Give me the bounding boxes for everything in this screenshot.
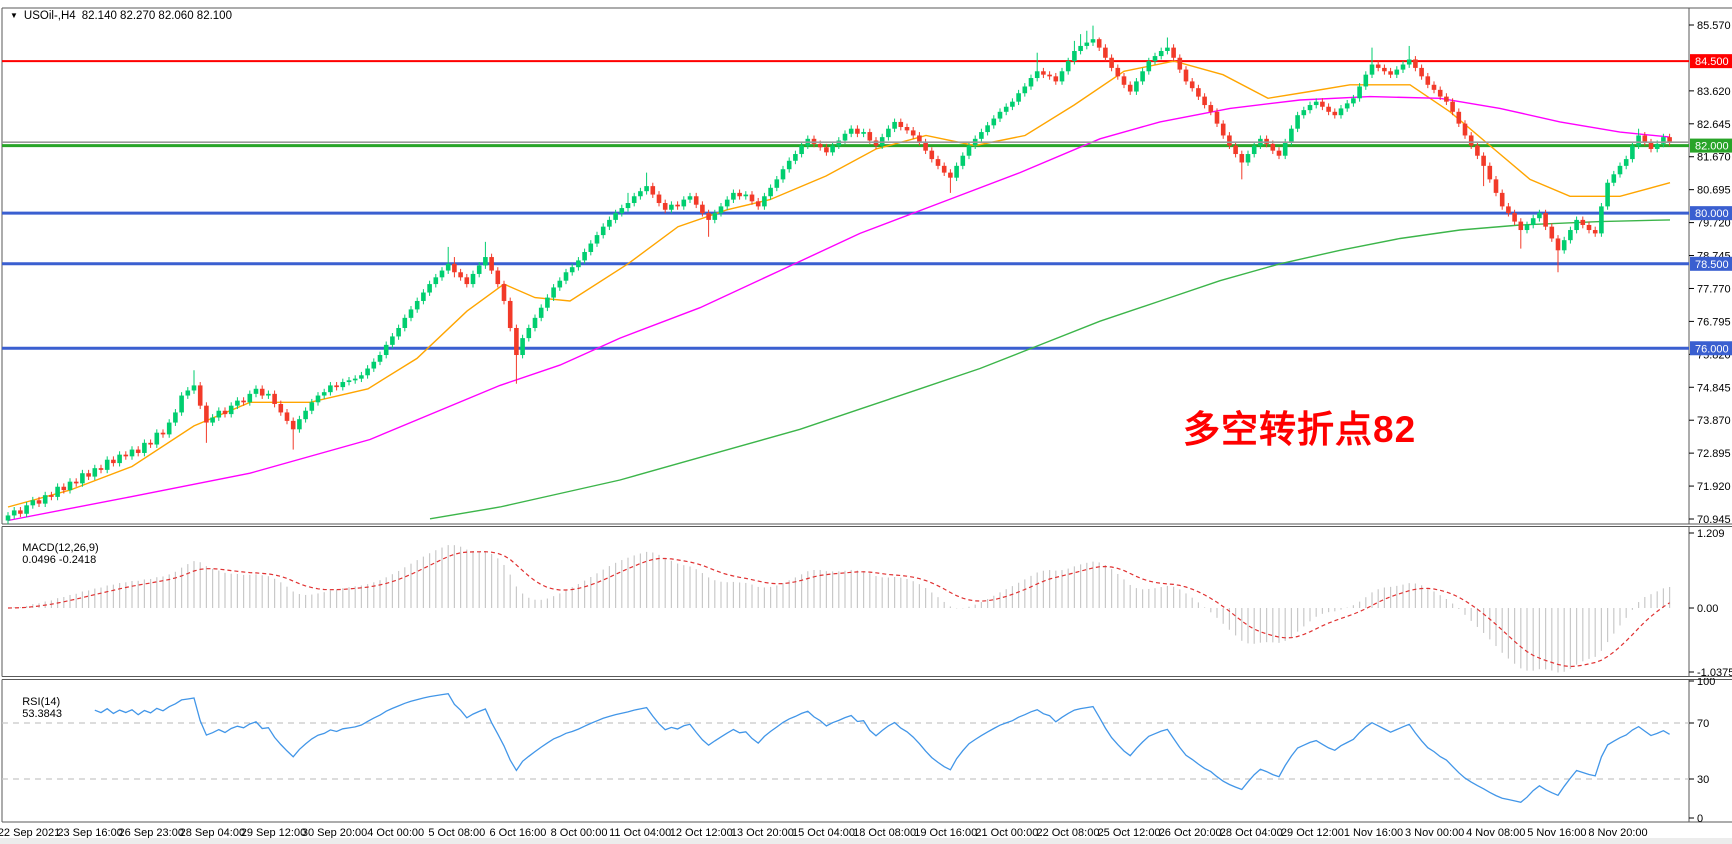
svg-text:80.000: 80.000 [1695,208,1729,220]
svg-text:82.645: 82.645 [1697,119,1731,131]
symbol-dropdown-icon[interactable]: ▼ [10,11,18,20]
svg-text:25 Oct 12:00: 25 Oct 12:00 [1098,827,1161,839]
svg-text:19 Oct 16:00: 19 Oct 16:00 [914,827,977,839]
svg-text:30 Sep 20:00: 30 Sep 20:00 [302,827,367,839]
svg-text:83.620: 83.620 [1697,86,1731,98]
svg-text:78.500: 78.500 [1695,259,1729,271]
ohlc-quote-label: 82.140 82.270 82.060 82.100 [81,10,232,22]
svg-text:74.845: 74.845 [1697,382,1731,394]
window-bottom-strip [0,838,1732,844]
svg-text:4 Oct 00:00: 4 Oct 00:00 [367,827,424,839]
svg-text:28 Oct 04:00: 28 Oct 04:00 [1220,827,1283,839]
svg-text:81.670: 81.670 [1697,152,1731,164]
svg-text:80.695: 80.695 [1697,185,1731,197]
rsi-indicator-label: RSI(14) 53.3843 [10,684,62,732]
macd-name: MACD(12,26,9) [22,542,99,554]
svg-text:84.500: 84.500 [1695,56,1729,68]
svg-text:6 Oct 16:00: 6 Oct 16:00 [489,827,546,839]
svg-text:76.795: 76.795 [1697,316,1731,328]
macd-indicator-canvas[interactable]: 1.209 0.00 -1.0375 [0,525,1732,678]
svg-text:23 Sep 16:00: 23 Sep 16:00 [57,827,122,839]
macd-values: 0.0496 -0.2418 [22,554,97,566]
svg-text:26 Oct 20:00: 26 Oct 20:00 [1159,827,1222,839]
svg-text:11 Oct 04:00: 11 Oct 04:00 [609,827,671,839]
svg-text:22 Oct 08:00: 22 Oct 08:00 [1036,827,1099,839]
chart-text-annotation: 多空转折点82 [1183,409,1417,450]
svg-text:5 Oct 08:00: 5 Oct 08:00 [428,827,485,839]
svg-text:8 Oct 00:00: 8 Oct 00:00 [551,827,608,839]
svg-text:28 Sep 04:00: 28 Sep 04:00 [180,827,245,839]
svg-text:76.000: 76.000 [1695,343,1729,355]
svg-text:-1.0375: -1.0375 [1697,667,1732,678]
svg-text:29 Sep 12:00: 29 Sep 12:00 [241,827,306,839]
svg-text:70.945: 70.945 [1697,514,1731,525]
svg-text:8 Nov 20:00: 8 Nov 20:00 [1588,827,1647,839]
svg-text:1 Nov 16:00: 1 Nov 16:00 [1344,827,1403,839]
svg-text:0.00: 0.00 [1697,603,1718,615]
svg-text:22 Sep 2021: 22 Sep 2021 [0,827,60,839]
svg-text:13 Oct 20:00: 13 Oct 20:00 [731,827,794,839]
chart-title-bar: ▼ USOil-,H4 82.140 82.270 82.060 82.100 [10,10,232,22]
svg-text:70: 70 [1697,718,1709,730]
svg-text:1.209: 1.209 [1697,528,1725,540]
svg-text:0: 0 [1697,813,1703,823]
svg-text:30: 30 [1697,774,1709,786]
svg-text:26 Sep 23:00: 26 Sep 23:00 [119,827,184,839]
svg-text:71.920: 71.920 [1697,481,1731,493]
symbol-period-label: USOil-,H4 [23,10,76,22]
svg-text:79.720: 79.720 [1697,218,1731,230]
rsi-value: 53.3843 [22,708,62,720]
svg-text:72.895: 72.895 [1697,448,1731,460]
svg-text:12 Oct 12:00: 12 Oct 12:00 [670,827,733,839]
main-chart-canvas[interactable]: 85.57083.62082.64581.67080.69579.72078.7… [0,0,1732,525]
svg-text:100: 100 [1697,678,1715,688]
svg-text:15 Oct 04:00: 15 Oct 04:00 [792,827,855,839]
svg-text:77.770: 77.770 [1697,283,1731,295]
svg-text:85.570: 85.570 [1697,20,1731,32]
svg-text:4 Nov 08:00: 4 Nov 08:00 [1466,827,1525,839]
macd-indicator-label: MACD(12,26,9) 0.0496 -0.2418 [10,530,99,578]
rsi-name: RSI(14) [22,696,61,708]
svg-text:5 Nov 16:00: 5 Nov 16:00 [1527,827,1586,839]
svg-text:18 Oct 08:00: 18 Oct 08:00 [853,827,916,839]
rsi-indicator-canvas[interactable]: 100 70 30 0 [0,678,1732,823]
svg-text:3 Nov 00:00: 3 Nov 00:00 [1405,827,1464,839]
svg-text:82.000: 82.000 [1695,141,1729,153]
svg-text:73.870: 73.870 [1697,415,1731,427]
svg-text:29 Oct 12:00: 29 Oct 12:00 [1281,827,1344,839]
svg-text:21 Oct 00:00: 21 Oct 00:00 [975,827,1038,839]
